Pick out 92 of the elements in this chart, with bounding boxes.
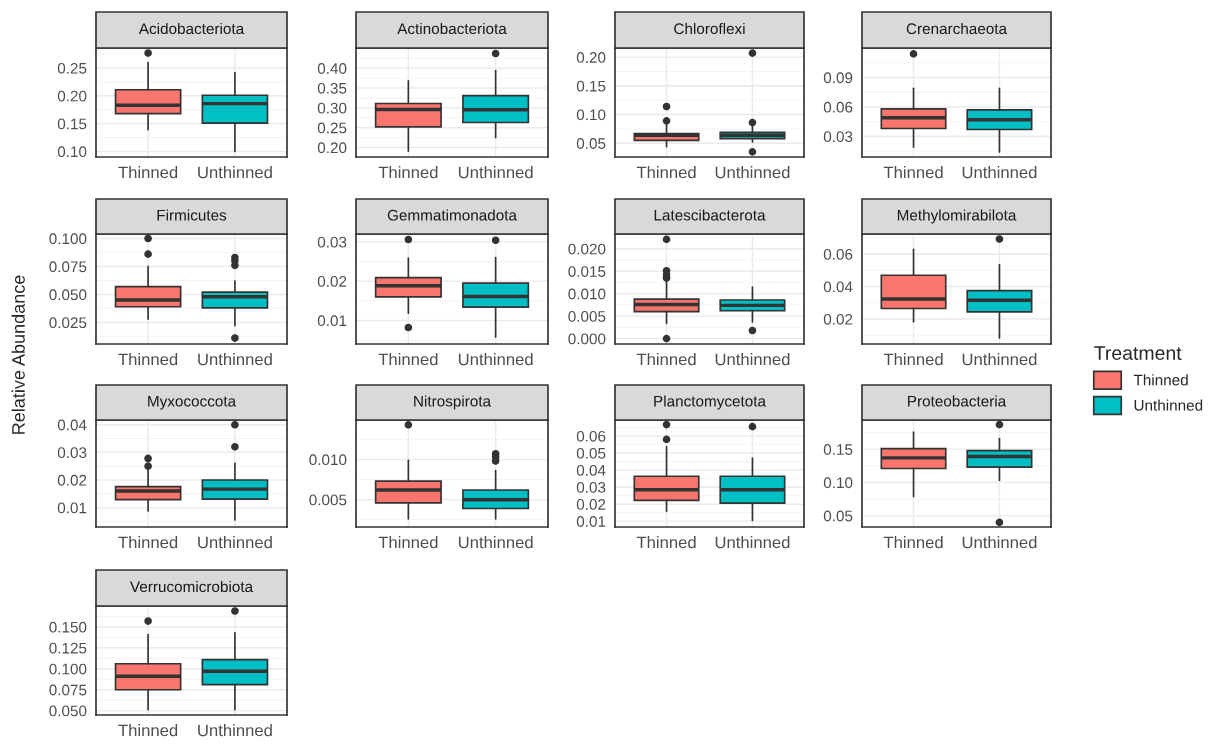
y-tick-label: 0.100 <box>49 233 87 245</box>
y-tick-label: 0.02 <box>317 276 347 287</box>
x-tick-label: Thinned <box>636 536 696 549</box>
chart-title: Planctomycetota <box>654 395 766 410</box>
x-tick-label: Thinned <box>378 536 438 549</box>
y-tick-label: 0.15 <box>823 444 853 455</box>
x-tick-label: Thinned <box>883 536 943 549</box>
y-tick-label: 0.04 <box>57 419 87 431</box>
y-tick-label: 0.01 <box>57 502 87 514</box>
x-tick-label: Thinned <box>118 166 178 179</box>
y-tick-label: 0.30 <box>317 102 347 114</box>
y-tick-label: 0.075 <box>49 684 87 696</box>
y-tick-label: 0.05 <box>576 138 606 149</box>
chart-title: Gemmatimonadota <box>387 209 517 221</box>
y-tick-label: 0.100 <box>49 663 87 675</box>
y-tick-label: 0.10 <box>57 146 87 158</box>
x-tick-label: Unthinned <box>962 536 1037 549</box>
y-tick-label: 0.04 <box>823 281 853 293</box>
y-tick-label: 0.10 <box>576 109 606 121</box>
x-tick-label: Thinned <box>636 353 696 366</box>
y-tick-label: 0.005 <box>309 494 347 506</box>
x-tick-label: Thinned <box>883 166 943 179</box>
x-tick-label: Unthinned <box>962 166 1037 179</box>
chart-title: Firmicutes <box>157 209 227 221</box>
y-tick-label: 0.02 <box>576 499 606 510</box>
y-tick-label: 0.015 <box>568 266 606 277</box>
chart-title: Methylomirabilota <box>897 209 1017 224</box>
y-tick-label: 0.150 <box>49 621 87 633</box>
y-tick-label: 0.03 <box>317 236 347 248</box>
y-tick-label: 0.010 <box>309 454 347 466</box>
y-tick-label: 0.05 <box>576 447 606 459</box>
chart-title: Proteobacteria <box>908 395 1007 407</box>
y-tick-label: 0.03 <box>57 447 87 459</box>
legend-label: Thinned <box>1133 374 1188 386</box>
x-tick-label: Thinned <box>378 166 438 179</box>
y-tick-label: 0.03 <box>823 131 853 143</box>
y-tick-label: 0.125 <box>49 642 87 654</box>
chart-title: Crenarchaeota <box>906 22 1008 35</box>
y-tick-label: 0.15 <box>576 80 606 92</box>
y-tick-label: 0.01 <box>576 516 606 527</box>
x-tick-label: Unthinned <box>198 536 272 549</box>
y-tick-label: 0.09 <box>823 72 853 84</box>
y-tick-label: 0.20 <box>57 90 87 102</box>
y-tick-label: 0.20 <box>576 52 606 63</box>
y-tick-label: 0.005 <box>568 311 606 322</box>
chart-title: Verrucomicrobiota <box>130 580 254 593</box>
y-tick-label: 0.02 <box>823 313 853 325</box>
y-tick-label: 0.025 <box>49 317 87 329</box>
chart-title: Nitrospirota <box>414 395 492 410</box>
x-tick-label: Thinned <box>378 353 438 366</box>
x-tick-label: Unthinned <box>715 536 790 549</box>
y-tick-label: 0.020 <box>568 243 606 255</box>
chart-title: Chloroflexi <box>674 22 745 35</box>
x-tick-label: Unthinned <box>962 353 1037 366</box>
y-tick-label: 0.10 <box>823 477 853 489</box>
chart-title: Myxococcota <box>148 395 237 410</box>
y-tick-label: 0.000 <box>568 333 606 345</box>
y-tick-label: 0.050 <box>49 705 87 717</box>
y-tick-label: 0.06 <box>576 430 606 442</box>
y-tick-label: 0.03 <box>576 482 606 493</box>
y-tick-label: 0.04 <box>576 464 606 476</box>
legend-label: Unthinned <box>1134 399 1203 411</box>
x-tick-label: Unthinned <box>715 353 790 366</box>
chart-title: Latescibacterota <box>654 209 766 221</box>
y-tick-label: 0.35 <box>317 82 347 94</box>
y-tick-label: 0.05 <box>823 510 853 522</box>
x-tick-label: Unthinned <box>198 166 272 179</box>
chart-title: Acidobacteriota <box>138 22 245 35</box>
y-tick-label: 0.06 <box>823 248 853 260</box>
y-tick-label: 0.050 <box>49 289 87 301</box>
y-tick-label: 0.02 <box>57 474 87 486</box>
y-axis-title: Relative Abundance <box>11 275 25 434</box>
legend-title: Treatment <box>1094 346 1182 360</box>
x-tick-label: Thinned <box>118 353 178 366</box>
x-tick-label: Thinned <box>883 353 943 366</box>
x-tick-label: Unthinned <box>198 353 272 366</box>
x-tick-label: Thinned <box>118 536 178 549</box>
chart-title: Actinobacteriota <box>397 22 507 35</box>
x-tick-label: Unthinned <box>458 166 533 179</box>
y-tick-label: 0.25 <box>57 62 87 74</box>
y-tick-label: 0.25 <box>317 122 347 134</box>
y-tick-label: 0.15 <box>57 118 87 130</box>
x-tick-label: Thinned <box>636 166 696 179</box>
y-tick-label: 0.075 <box>49 261 87 273</box>
y-tick-label: 0.01 <box>317 315 347 327</box>
y-tick-label: 0.06 <box>823 101 853 113</box>
x-tick-label: Unthinned <box>458 536 533 549</box>
y-tick-label: 0.010 <box>568 288 606 300</box>
x-tick-label: Unthinned <box>458 353 533 366</box>
x-tick-label: Unthinned <box>715 166 790 179</box>
y-tick-label: 0.40 <box>317 63 347 74</box>
y-tick-label: 0.20 <box>317 142 347 154</box>
